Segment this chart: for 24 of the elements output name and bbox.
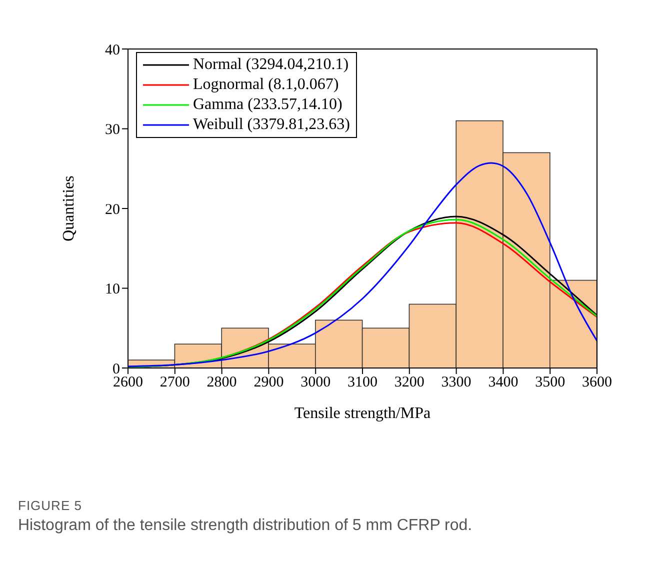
x-tick-label: 3400 xyxy=(488,374,518,391)
legend-label: Weibull (3379.81,23.63) xyxy=(193,115,350,135)
x-tick-label: 3500 xyxy=(535,374,566,391)
x-tick-label: 3100 xyxy=(348,374,378,391)
legend-label: Lognormal (8.1,0.067) xyxy=(193,75,339,95)
y-tick-label: 20 xyxy=(105,202,120,218)
x-tick-label: 2600 xyxy=(113,374,143,391)
x-tick-label: 2900 xyxy=(254,374,284,391)
legend-label: Normal (3294.04,210.1) xyxy=(193,55,349,75)
caption: FIGURE 5 xyxy=(18,498,83,513)
x-axis-title: Tensile strength/MPa xyxy=(294,405,431,422)
x-tick-label: 3200 xyxy=(394,374,424,391)
x-tick-label: 2800 xyxy=(206,374,237,391)
y-tick-label: 30 xyxy=(105,122,120,138)
y-axis-title: Quantities xyxy=(60,176,78,242)
text: Histogram of the tensile strength distribution of 5 mm CFRP rod. xyxy=(18,517,474,535)
y-tick-label: 40 xyxy=(105,42,120,58)
x-tick-label: 3600 xyxy=(582,374,612,391)
x-tick-label: 3000 xyxy=(300,374,331,391)
x-tick-label: 2700 xyxy=(160,374,190,391)
x-tick-label: 3300 xyxy=(441,374,472,391)
legend-label: Gamma (233.57,14.10) xyxy=(193,95,342,115)
y-tick-label: 10 xyxy=(105,282,120,298)
y-tick-label: 0 xyxy=(112,361,120,378)
